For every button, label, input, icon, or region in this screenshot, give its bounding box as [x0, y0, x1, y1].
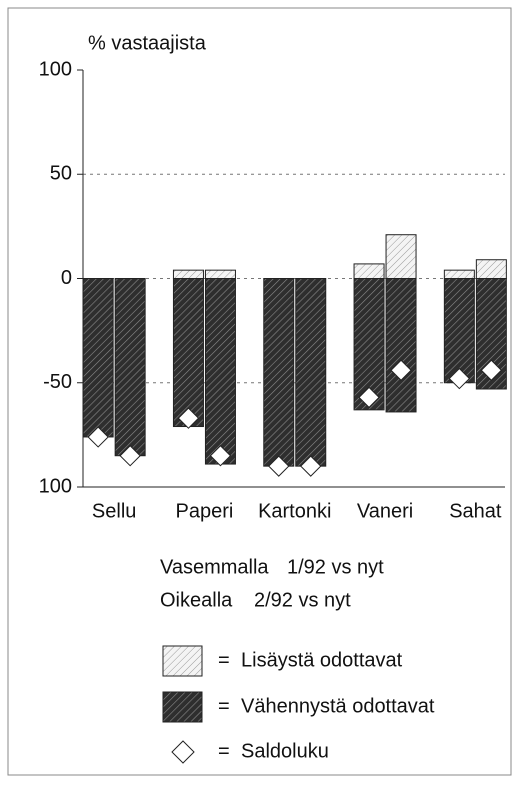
- legend-label: Saldoluku: [241, 740, 329, 762]
- bar: [385, 234, 417, 279]
- x-tick-label: Paperi: [176, 500, 234, 522]
- diamond-marker: [87, 426, 109, 448]
- legend-swatch: [162, 691, 203, 723]
- note-text: Oikealla: [160, 589, 233, 611]
- diamond-marker: [177, 407, 200, 429]
- legend-label: Vähennystä odottavat: [241, 695, 435, 717]
- bar: [204, 278, 236, 465]
- bar: [204, 269, 236, 280]
- bar: [172, 269, 204, 280]
- legend-separator: =: [218, 649, 230, 671]
- note-text: Vasemmalla: [160, 556, 269, 578]
- legend-separator: =: [218, 695, 230, 717]
- legend-label: Lisäystä odottavat: [241, 649, 403, 671]
- x-tick-label: Sahat: [449, 500, 502, 522]
- x-tick-label: Sellu: [92, 500, 136, 522]
- bar: [353, 263, 385, 279]
- diamond-marker: [448, 367, 471, 390]
- y-tick-label: 100: [39, 58, 72, 80]
- diamond-marker: [390, 359, 412, 381]
- legend-separator: =: [218, 740, 230, 762]
- diamond-marker: [358, 386, 380, 409]
- bar: [82, 278, 114, 438]
- diamond-marker: [119, 445, 141, 467]
- note-text: 2/92 vs nyt: [254, 589, 351, 611]
- legend-swatch: [162, 645, 203, 677]
- x-tick-label: Vaneri: [357, 500, 413, 522]
- diamond-marker: [268, 455, 290, 477]
- bar: [385, 278, 417, 413]
- y-tick-label: 100: [39, 475, 72, 497]
- frame: [7, 7, 512, 776]
- bar: [443, 278, 475, 384]
- diamond-marker: [480, 359, 503, 381]
- x-tick-label: Kartonki: [258, 500, 331, 522]
- bar: [263, 278, 295, 467]
- y-tick-label: -50: [43, 371, 72, 393]
- diamond-marker: [300, 455, 322, 477]
- note-text: 1/92 vs nyt: [287, 556, 384, 578]
- bar: [443, 269, 475, 280]
- bar: [114, 278, 146, 457]
- y-tick-label: 50: [50, 163, 72, 185]
- bar: [295, 278, 327, 467]
- bar: [172, 278, 204, 428]
- bar: [475, 259, 507, 279]
- diamond-marker: [209, 445, 232, 467]
- legend-swatch: [171, 740, 195, 764]
- y-tick-label: 0: [61, 267, 72, 289]
- y-axis-label: % vastaajista: [88, 32, 207, 54]
